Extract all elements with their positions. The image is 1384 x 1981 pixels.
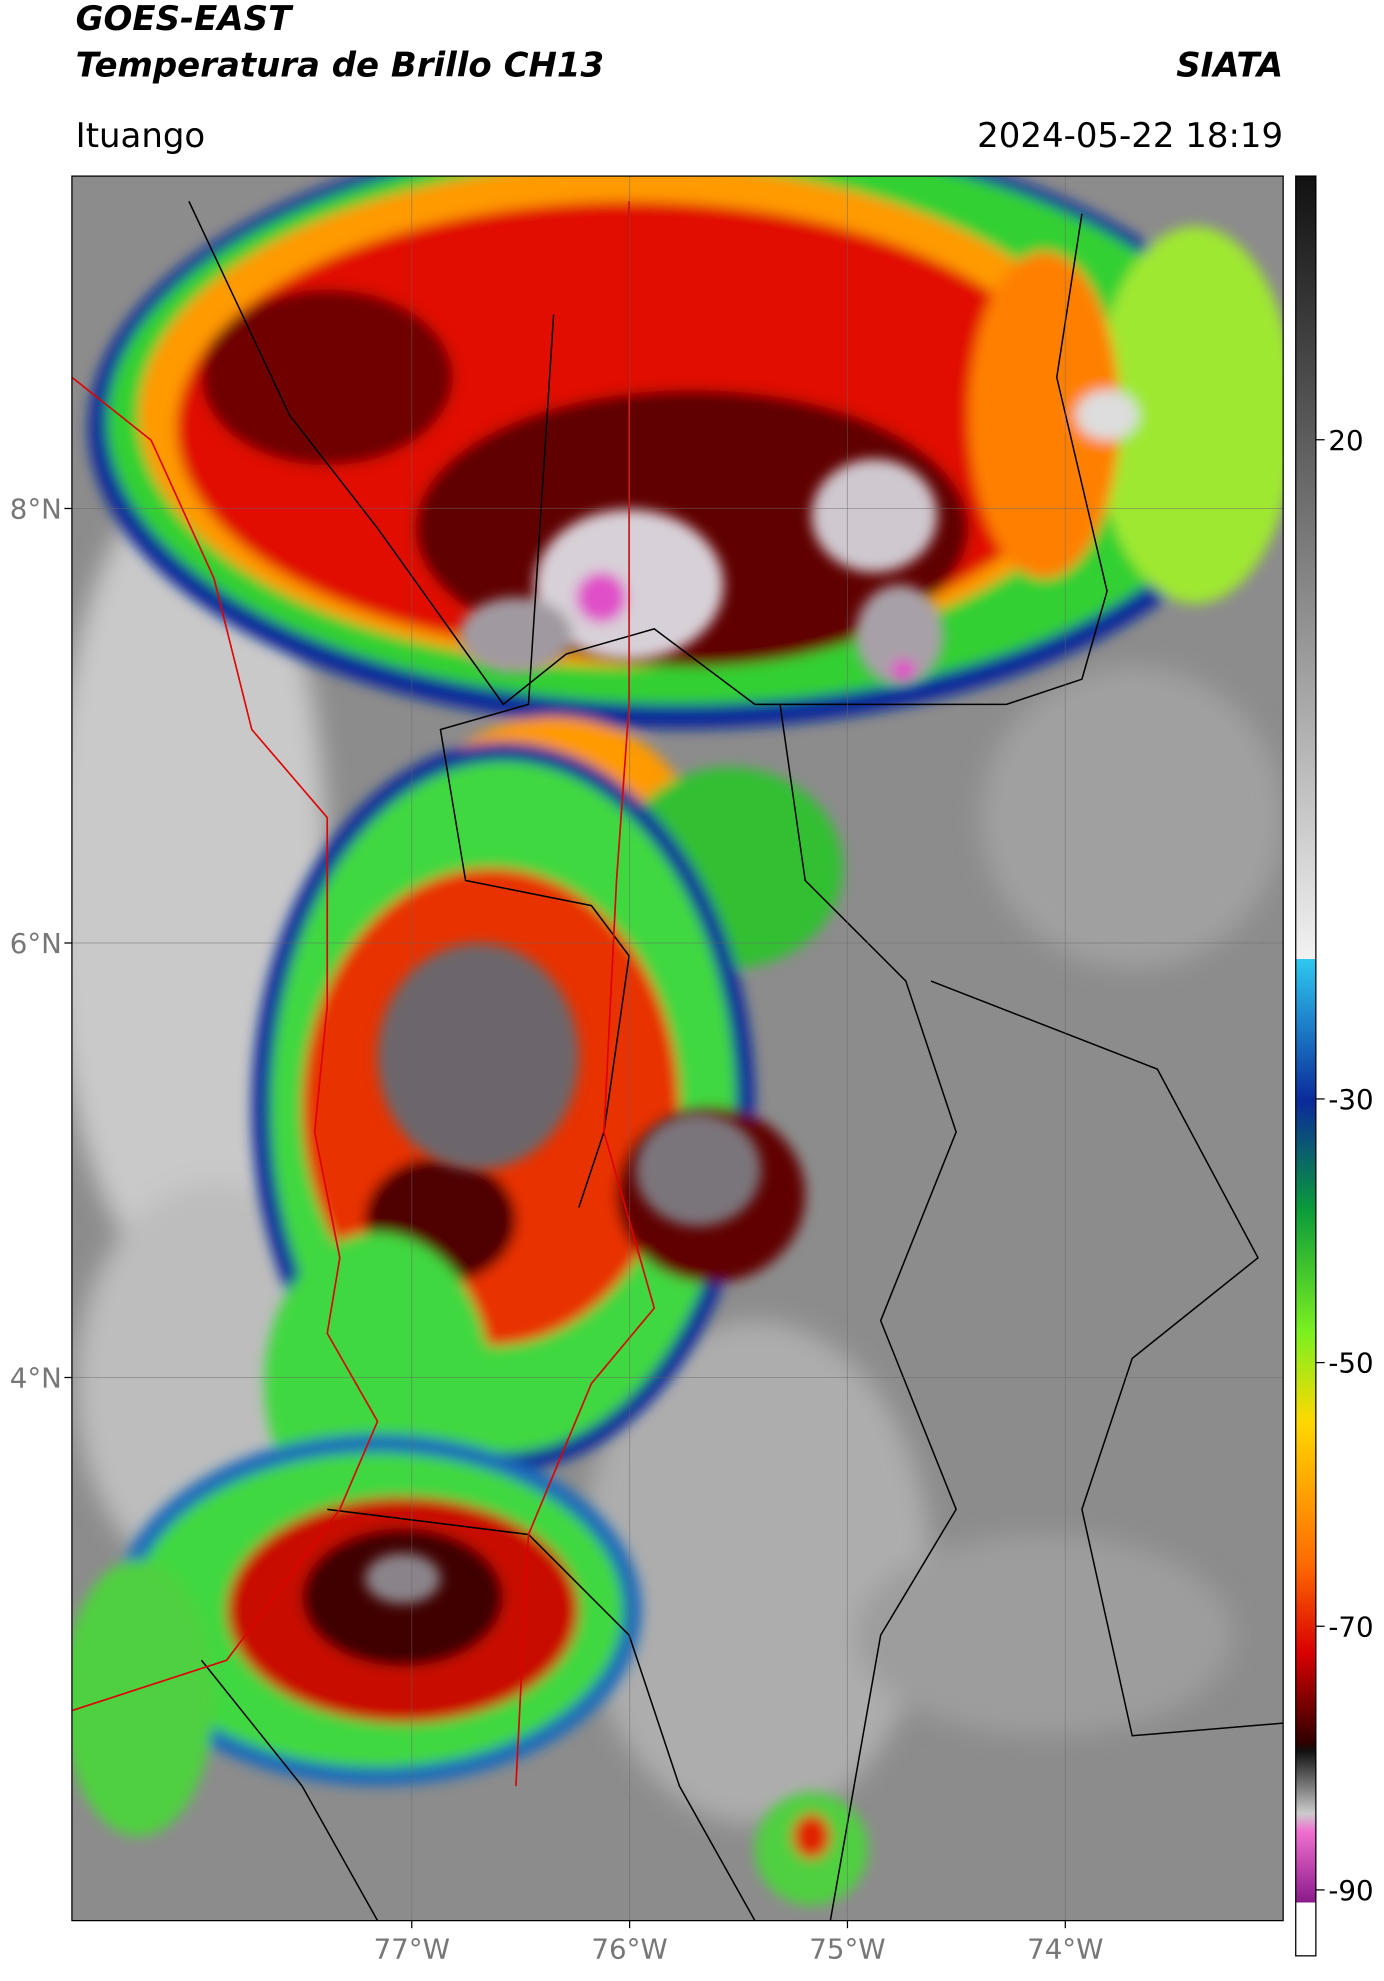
y-tick-label: 4°N bbox=[10, 1362, 62, 1395]
border bbox=[515, 201, 656, 1787]
core bbox=[635, 1113, 762, 1227]
title: GOES-EAST bbox=[76, 0, 294, 39]
x-tick-label: 77°W bbox=[374, 1932, 450, 1965]
border bbox=[71, 376, 379, 1712]
core bbox=[364, 1553, 441, 1604]
storms bbox=[71, 176, 1284, 1906]
datetime: 2024-05-22 18:19 bbox=[977, 116, 1283, 156]
core bbox=[855, 584, 944, 686]
country-borders bbox=[71, 201, 656, 1787]
colorbar-tick-label: 20 bbox=[1328, 424, 1363, 457]
border bbox=[439, 314, 630, 1208]
colorbar-tick-label: -30 bbox=[1328, 1083, 1373, 1116]
location: Ituango bbox=[76, 116, 206, 156]
subtitle: Temperatura de Brillo CH13 bbox=[76, 46, 604, 86]
storm-red bbox=[792, 1813, 831, 1859]
colorbar-tick-label: -50 bbox=[1328, 1347, 1373, 1380]
colorbar bbox=[1295, 175, 1317, 1957]
storm-green bbox=[71, 1559, 215, 1837]
colorbar-tick-label: -70 bbox=[1328, 1610, 1373, 1643]
satellite-image bbox=[71, 176, 1284, 1921]
core bbox=[459, 597, 573, 673]
storm-orange bbox=[968, 251, 1120, 579]
storm-green bbox=[1094, 226, 1284, 604]
cold-cores bbox=[364, 459, 944, 1604]
cloud bbox=[1075, 389, 1139, 441]
border bbox=[200, 1659, 379, 1921]
border bbox=[188, 200, 1108, 706]
storm-dark bbox=[201, 289, 454, 466]
grid bbox=[71, 176, 1284, 1921]
cloud bbox=[855, 1534, 1233, 1736]
core-magenta bbox=[890, 659, 916, 682]
y-tick-label: 6°N bbox=[10, 927, 62, 960]
borders bbox=[188, 200, 1284, 1921]
y-tick-label: 8°N bbox=[10, 493, 62, 526]
map-frame bbox=[71, 175, 1284, 1922]
core bbox=[377, 943, 579, 1170]
colorbar-tick-label: -90 bbox=[1328, 1874, 1373, 1907]
x-tick-label: 75°W bbox=[809, 1932, 885, 1965]
core-magenta bbox=[576, 572, 627, 623]
border bbox=[930, 980, 1284, 1737]
x-tick-label: 74°W bbox=[1027, 1932, 1103, 1965]
source: SIATA bbox=[1176, 46, 1283, 86]
border bbox=[327, 1508, 756, 1921]
core bbox=[811, 459, 938, 573]
x-tick-label: 76°W bbox=[591, 1932, 667, 1965]
cloud bbox=[578, 1320, 931, 1824]
cloud bbox=[981, 666, 1284, 969]
border bbox=[779, 704, 957, 1921]
